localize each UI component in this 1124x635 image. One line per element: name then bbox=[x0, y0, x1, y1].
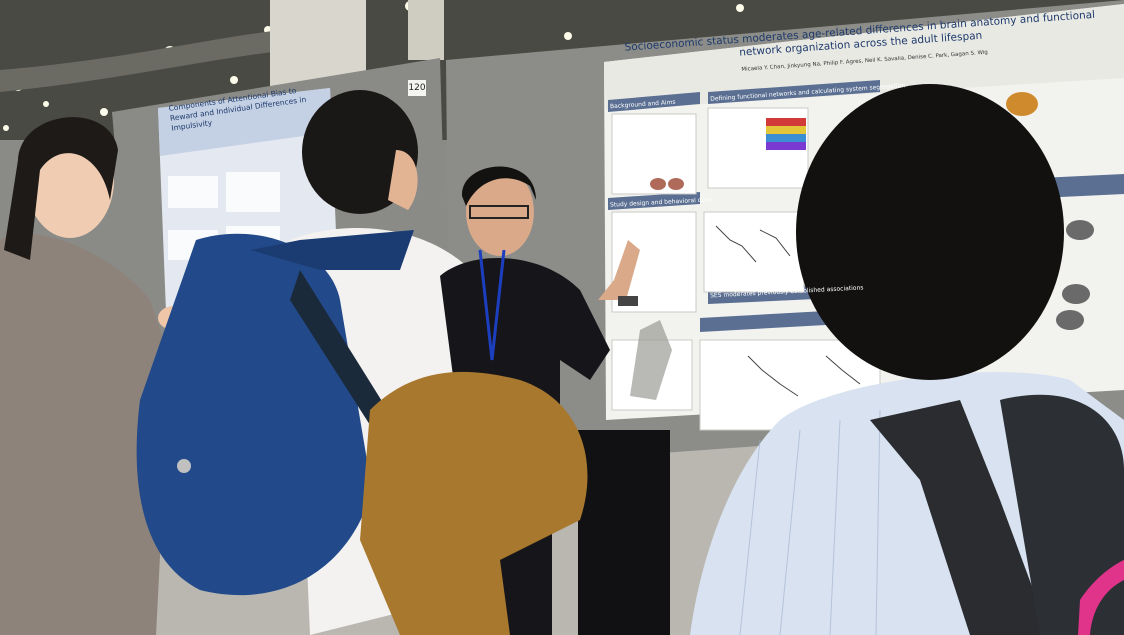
ceiling-duct bbox=[0, 30, 290, 92]
right-poster-heatmap bbox=[766, 118, 806, 150]
right-poster-brain-images bbox=[650, 92, 1094, 330]
board-number: 120 bbox=[408, 80, 426, 96]
hand-shadow bbox=[630, 320, 672, 400]
left-poster-header bbox=[158, 88, 332, 156]
right-poster-header bbox=[604, 4, 1124, 110]
attendee-right-woman bbox=[690, 84, 1124, 635]
column-right bbox=[408, 0, 444, 60]
brown-coat bbox=[360, 371, 588, 635]
right-poster-line-plots bbox=[715, 225, 861, 397]
